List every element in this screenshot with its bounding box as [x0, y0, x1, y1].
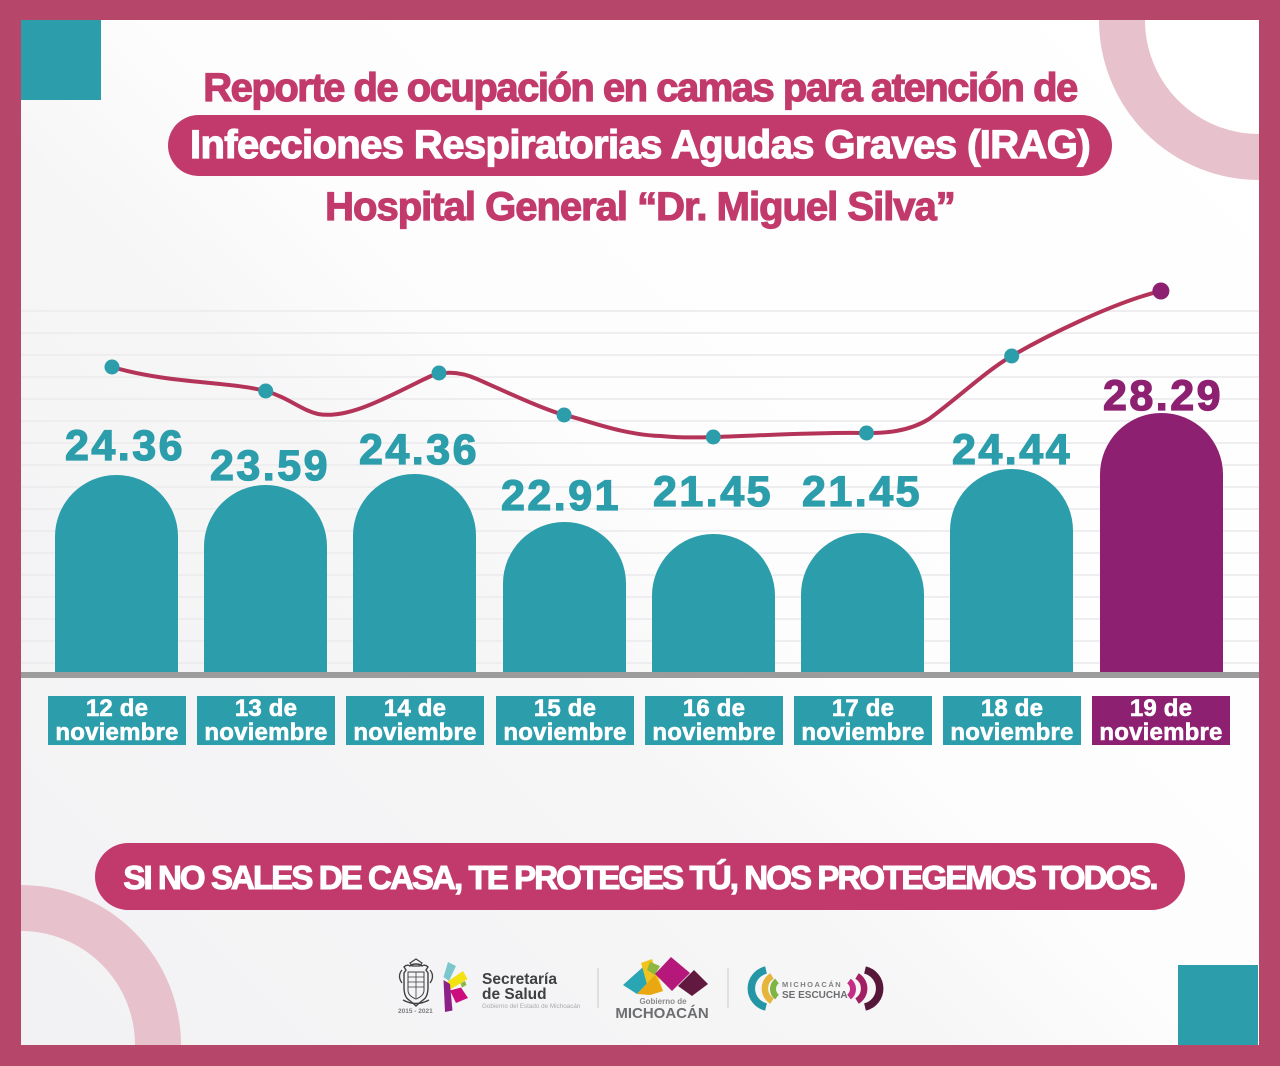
- svg-text:de Salud: de Salud: [482, 986, 547, 1003]
- svg-text:Gobierno de: Gobierno de: [639, 997, 687, 1006]
- svg-text:MICHOACÁN: MICHOACÁN: [615, 1005, 708, 1022]
- svg-text:Secretaría: Secretaría: [482, 971, 557, 988]
- svg-text:MICHOACÁN: MICHOACÁN: [782, 980, 842, 989]
- svg-text:SE ESCUCHA: SE ESCUCHA: [782, 990, 848, 1001]
- svg-text:Gobierno del Estado de Michoac: Gobierno del Estado de Michoacán: [482, 1003, 581, 1010]
- svg-text:2015 - 2021: 2015 - 2021: [398, 1008, 433, 1015]
